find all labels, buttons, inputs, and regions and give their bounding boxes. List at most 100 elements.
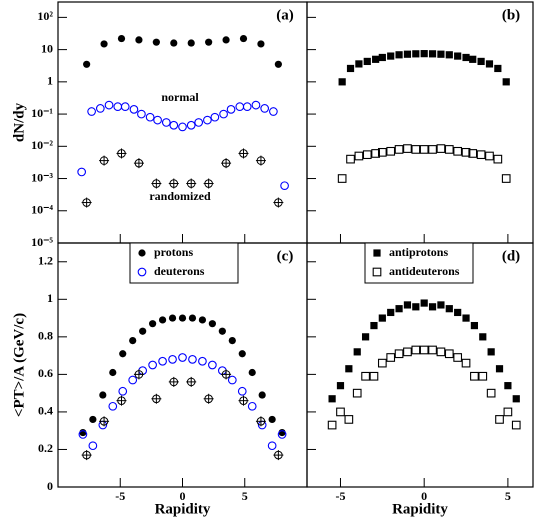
point [116, 148, 127, 159]
point [461, 358, 471, 368]
point [445, 305, 453, 313]
point [428, 50, 437, 58]
annotation: randomized [149, 189, 211, 203]
point [135, 36, 143, 44]
point [493, 154, 503, 164]
point [251, 100, 261, 110]
point [258, 391, 266, 399]
point [420, 50, 428, 58]
point [117, 34, 126, 43]
point [494, 64, 502, 73]
point [403, 144, 412, 153]
point [161, 118, 171, 127]
point [235, 102, 245, 111]
point [495, 365, 504, 373]
point [378, 53, 386, 62]
point [363, 57, 371, 66]
point [362, 150, 372, 160]
point [238, 148, 249, 159]
point [476, 150, 486, 160]
point [470, 371, 479, 381]
panel-label: (d) [502, 248, 520, 264]
x-tick-label: 0 [180, 489, 186, 503]
y-tick-label: 10 [41, 41, 53, 55]
point [403, 347, 412, 357]
point [277, 430, 287, 439]
point [454, 308, 462, 317]
point [454, 52, 462, 60]
point [242, 102, 252, 111]
point [188, 314, 197, 322]
point [178, 353, 187, 362]
point [260, 104, 270, 113]
point [88, 441, 98, 451]
y-axis-label: dN/dy [11, 102, 27, 142]
point [113, 102, 123, 111]
legend-label: deuterons [154, 264, 205, 278]
point [99, 416, 110, 427]
point [168, 376, 179, 387]
y-tick-label: 10⁻⁴ [31, 203, 53, 217]
point [420, 299, 428, 307]
point [120, 102, 130, 111]
point [468, 149, 478, 158]
point [346, 64, 355, 73]
legend-marker [373, 249, 381, 257]
point [479, 333, 487, 341]
point [129, 105, 139, 114]
y-tick-label: 0.8 [38, 329, 53, 343]
point [485, 60, 494, 68]
point [198, 316, 207, 324]
point [169, 120, 179, 130]
point [469, 55, 477, 63]
point [137, 109, 146, 119]
point [273, 450, 284, 461]
point [403, 50, 412, 58]
point [99, 391, 107, 399]
point [178, 122, 187, 132]
point [255, 416, 266, 427]
point [278, 428, 286, 437]
point [116, 395, 127, 406]
point [239, 34, 248, 43]
point [437, 50, 445, 58]
point [462, 53, 470, 62]
point [361, 333, 370, 341]
point [118, 386, 128, 396]
point [353, 348, 361, 356]
point [186, 120, 196, 130]
point [89, 415, 97, 424]
point [377, 147, 387, 157]
point [369, 371, 379, 381]
point [104, 100, 114, 110]
point [129, 337, 137, 345]
x-axis-label: Rapidity [392, 501, 448, 517]
y-tick-label: 0.6 [38, 366, 53, 380]
point [419, 145, 429, 154]
point [411, 345, 421, 355]
point [203, 115, 212, 125]
point [394, 145, 404, 154]
x-tick-label: -5 [115, 489, 125, 503]
point [501, 174, 511, 183]
point [151, 178, 162, 189]
y-tick-label: 0.2 [38, 441, 53, 455]
point [78, 430, 88, 439]
point [345, 365, 353, 373]
point [203, 393, 214, 404]
point [255, 155, 266, 166]
point [168, 314, 177, 322]
point [148, 360, 157, 370]
point [344, 415, 354, 424]
y-tick-label: 1.2 [38, 254, 53, 268]
point [203, 178, 214, 189]
point [495, 415, 504, 424]
point [81, 197, 92, 208]
point [395, 51, 403, 59]
point [187, 39, 195, 47]
point [436, 144, 446, 153]
point [503, 407, 513, 417]
point [461, 147, 471, 157]
point [247, 401, 257, 411]
point [361, 371, 370, 381]
